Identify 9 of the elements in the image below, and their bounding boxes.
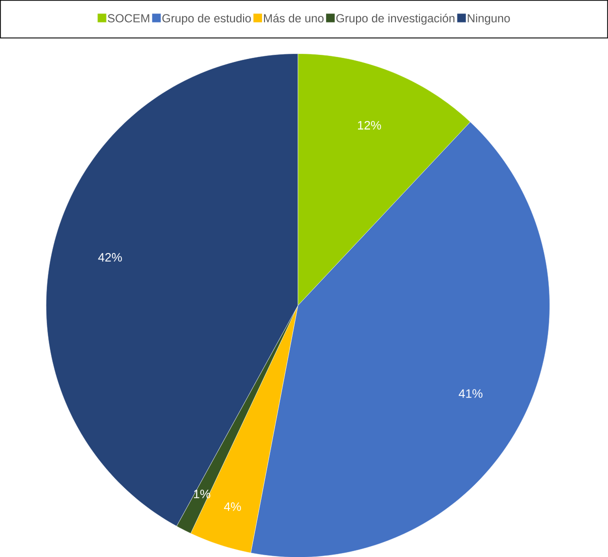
legend-label: SOCEM bbox=[108, 14, 150, 22]
data-label: 41% bbox=[458, 389, 482, 398]
legend-label: Ninguno bbox=[468, 14, 510, 24]
data-label: 4% bbox=[224, 502, 241, 511]
legend-label: Grupo de investigación bbox=[336, 13, 454, 24]
data-label: 12% bbox=[358, 120, 382, 130]
legend-label: Más de uno bbox=[264, 13, 324, 22]
data-label: 42% bbox=[98, 252, 122, 262]
legend-label: Grupo de estudio bbox=[162, 14, 251, 24]
